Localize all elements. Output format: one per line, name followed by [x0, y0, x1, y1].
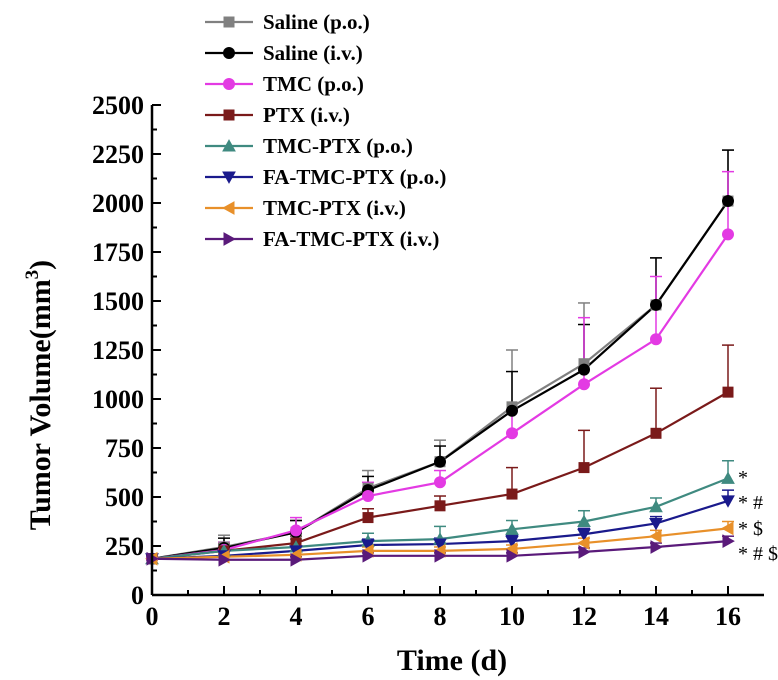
series-2-point — [722, 195, 734, 207]
annotations: * * # * $ * # $ — [738, 467, 778, 565]
y-tick-label: 1250 — [92, 336, 144, 365]
x-tick-label: 12 — [571, 602, 597, 631]
series-3-point — [578, 378, 590, 390]
series-4-point — [579, 462, 590, 473]
x-tick-label: 14 — [643, 602, 669, 631]
series-5-point — [649, 500, 663, 512]
legend-item-1-label: Saline (p.o.) — [263, 10, 370, 34]
significance-annotation: * # $ — [738, 543, 778, 565]
x-axis-title: Time (d) — [397, 644, 507, 677]
legend-item-5-label: TMC-PTX (p.o.) — [263, 134, 413, 158]
legend-item-4-label: PTX (i.v.) — [263, 103, 350, 127]
series-3-point — [506, 427, 518, 439]
x-tick-label: 6 — [362, 602, 375, 631]
axes — [152, 105, 764, 595]
x-tick-label: 2 — [218, 602, 231, 631]
x-tick-label: 4 — [290, 602, 303, 631]
significance-annotation: * $ — [738, 518, 763, 540]
significance-annotation: * # — [738, 492, 763, 514]
x-tick-label: 10 — [499, 602, 525, 631]
series-4-point — [651, 428, 662, 439]
y-tick-label: 2250 — [92, 140, 144, 169]
y-tick-label: 500 — [105, 483, 144, 512]
series-2-point — [506, 405, 518, 417]
legend-item-6-label: FA-TMC-PTX (p.o.) — [263, 165, 446, 189]
y-tick-label: 1000 — [92, 385, 144, 414]
series-3-point — [722, 228, 734, 240]
legend-item-3-label: TMC (p.o.) — [263, 72, 364, 96]
series-2-point — [650, 299, 662, 311]
legend: Saline (p.o.) Saline (i.v.) TMC (p.o.) PTX … — [205, 10, 446, 251]
legend-item-2-label: Saline (i.v.) — [263, 41, 363, 65]
legend-item-7-label: TMC-PTX (i.v.) — [263, 196, 406, 220]
legend-item-8-marker — [224, 232, 236, 246]
legend-item-7-marker — [222, 201, 234, 215]
y-tick-label: 250 — [105, 532, 144, 561]
legend-item-1-marker — [224, 17, 235, 28]
series-5-point — [721, 472, 735, 484]
x-tick-label: 16 — [715, 602, 741, 631]
y-axis-title-close: ) — [24, 260, 57, 270]
y-tick-label: 1750 — [92, 238, 144, 267]
x-tick-label: 0 — [146, 602, 159, 631]
y-tick-label: 1500 — [92, 287, 144, 316]
series-4-point — [507, 489, 518, 500]
x-tick-label: 8 — [434, 602, 447, 631]
y-tick-label: 750 — [105, 434, 144, 463]
series-3-point — [362, 490, 374, 502]
y-axis-title-unit-exponent: 3 — [22, 270, 43, 280]
series-4-point — [435, 500, 446, 511]
y-axis-title: Tumor Volume(mm3) — [22, 260, 57, 530]
y-axis-title-main: Tumor Volume(mm — [24, 279, 57, 530]
series-3-point — [434, 476, 446, 488]
series-4-point — [723, 387, 734, 398]
series-2-point — [434, 456, 446, 468]
series-3-point — [290, 524, 302, 536]
y-tick-label: 2500 — [92, 91, 144, 120]
legend-item-4-marker — [224, 110, 235, 121]
series-2-point — [578, 364, 590, 376]
legend-item-3-marker — [223, 78, 235, 90]
significance-annotation: * — [738, 467, 748, 489]
y-tick-label: 0 — [131, 581, 144, 610]
y-tick-label: 2000 — [92, 189, 144, 218]
legend-item-8-label: FA-TMC-PTX (i.v.) — [263, 227, 439, 251]
legend-item-2-marker — [223, 47, 235, 59]
series-4-point — [363, 512, 374, 523]
series-3-point — [650, 333, 662, 345]
series-markers — [145, 195, 735, 567]
